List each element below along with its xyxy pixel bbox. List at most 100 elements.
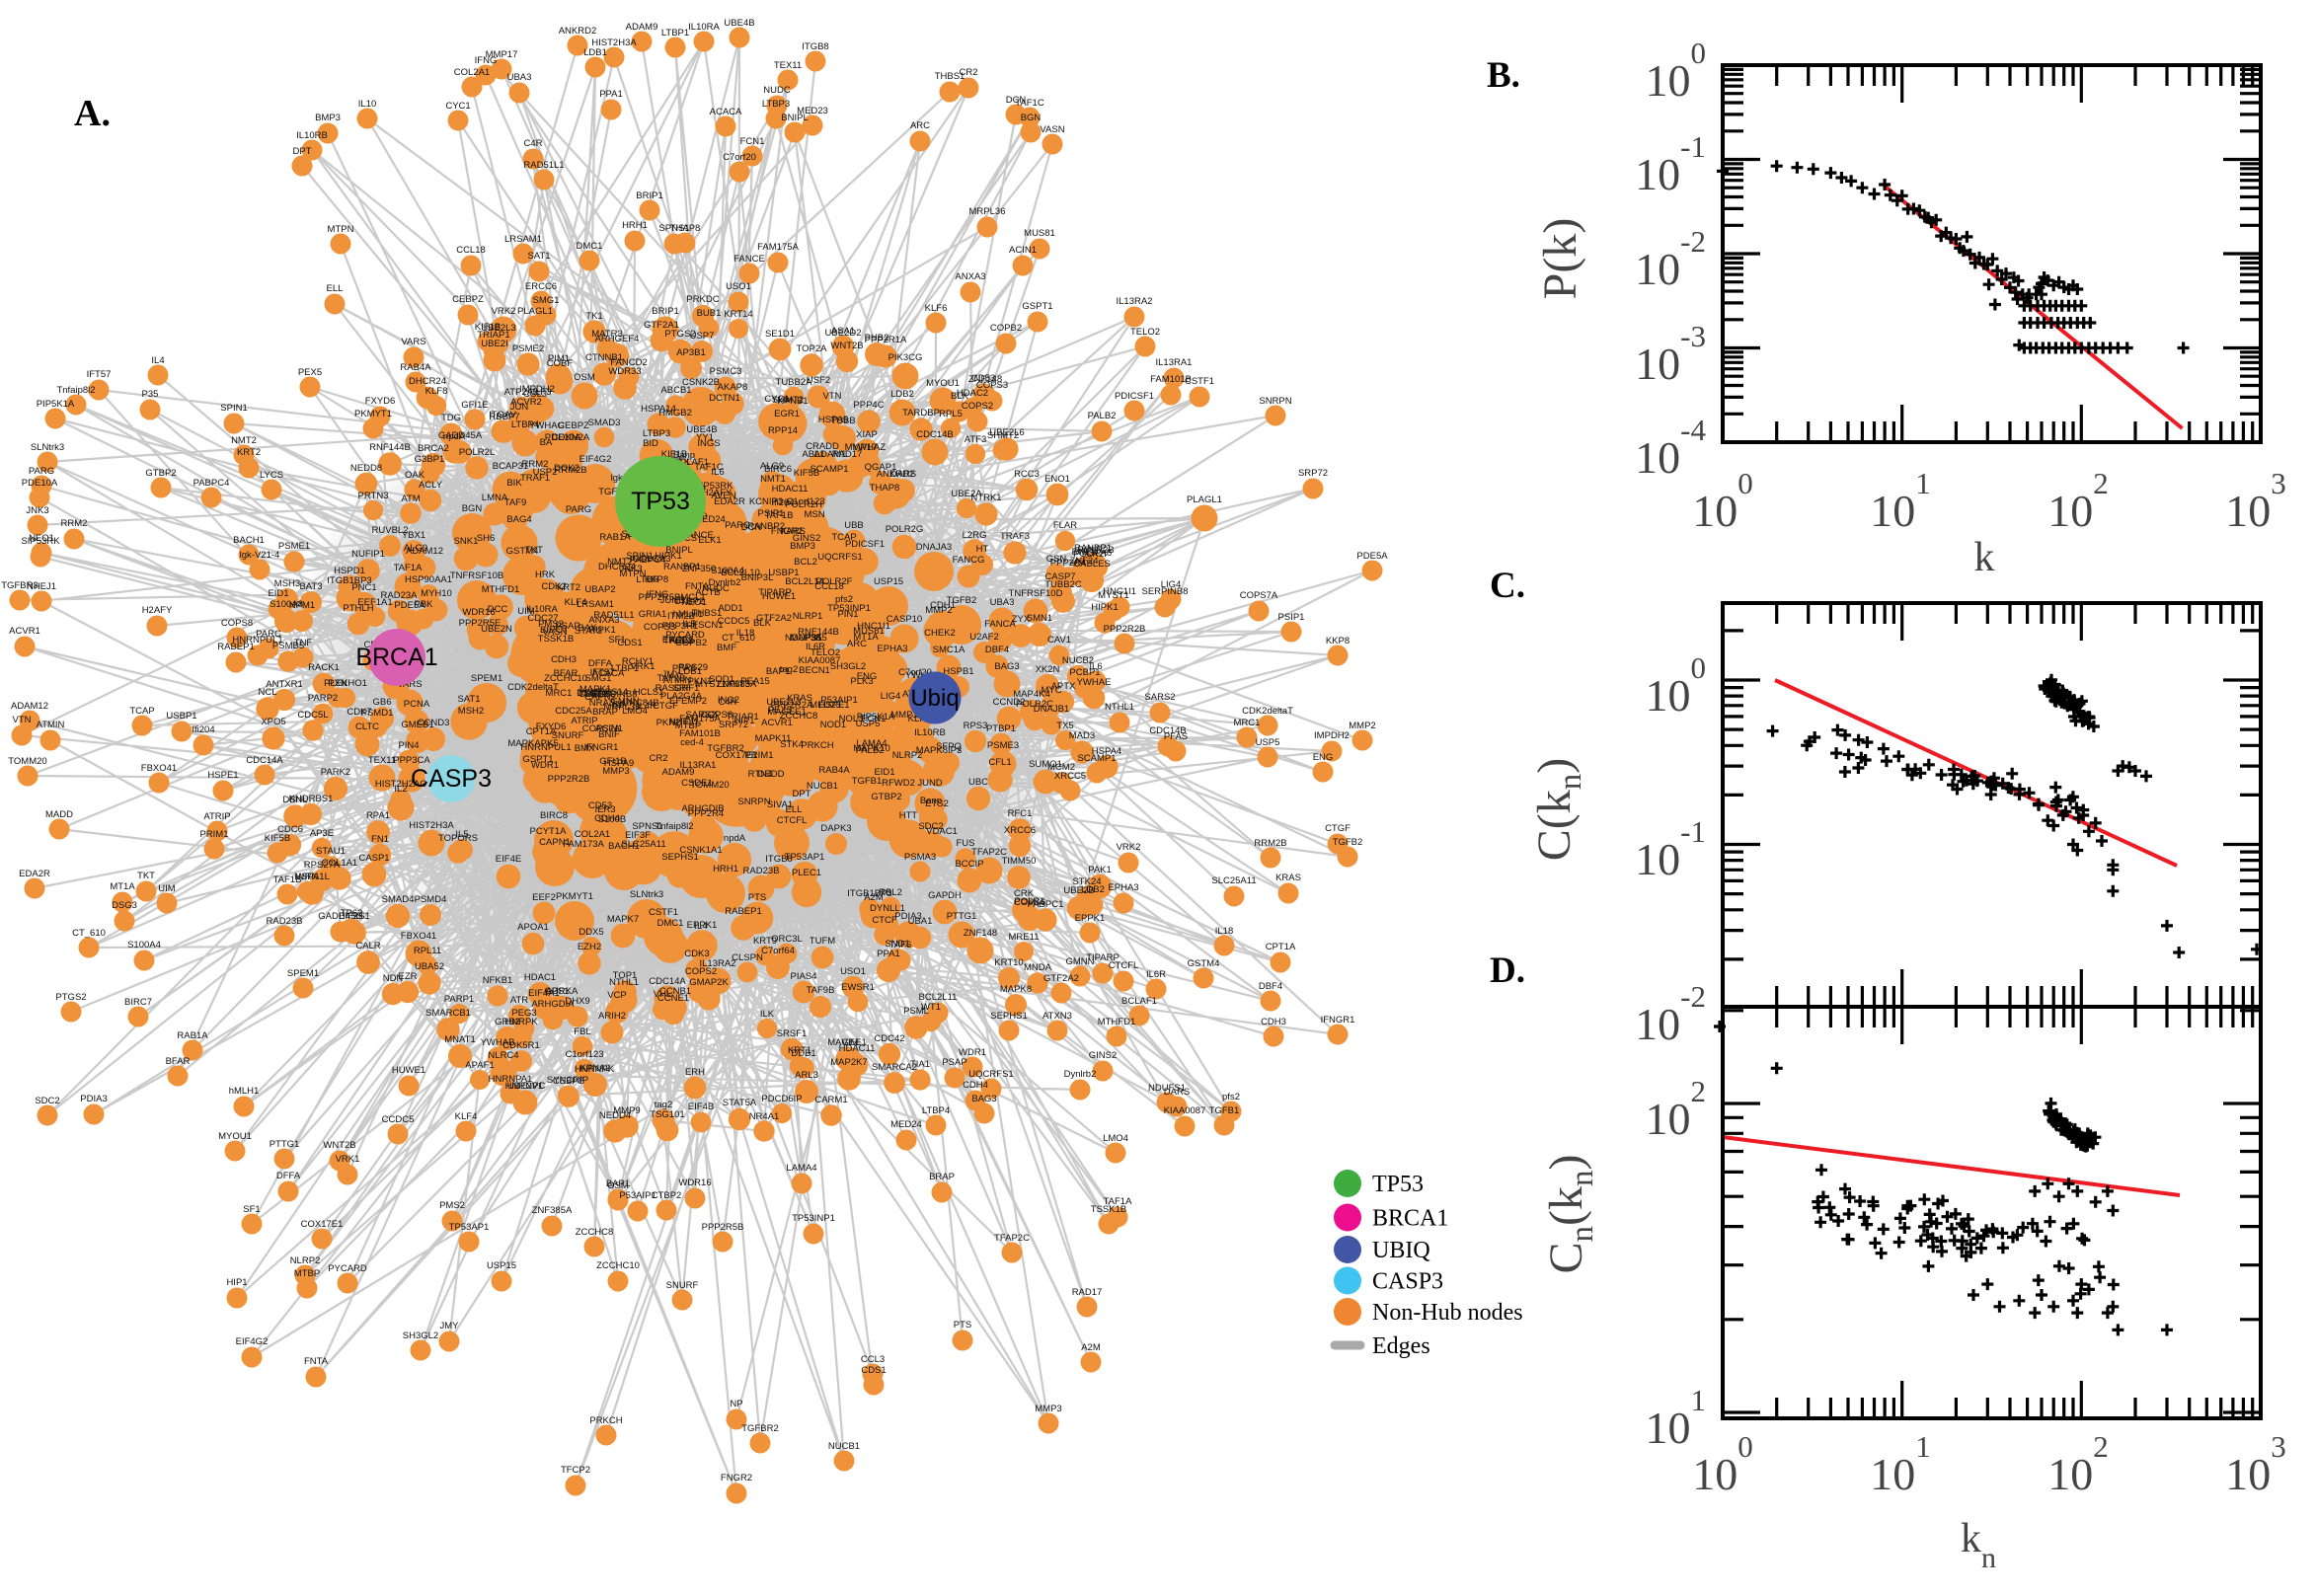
svg-text:COL2A1: COL2A1 [575, 829, 610, 840]
svg-text:MAGEE1: MAGEE1 [767, 707, 807, 718]
svg-text:NUFIP1: NUFIP1 [351, 549, 385, 560]
svg-text:FXYD6: FXYD6 [536, 722, 567, 732]
svg-text:USP2: USP2 [533, 467, 558, 478]
svg-text:RANBP1: RANBP1 [663, 562, 701, 572]
svg-text:NOL3: NOL3 [839, 714, 864, 724]
svg-text:CDH4: CDH4 [963, 1080, 988, 1091]
svg-text:HSPB1: HSPB1 [943, 666, 973, 677]
svg-text:HDAC1: HDAC1 [524, 972, 556, 983]
svg-text:PSMB5: PSMB5 [272, 641, 304, 651]
svg-text:HSPA14: HSPA14 [641, 404, 676, 415]
svg-text:UBE2V1: UBE2V1 [507, 1081, 543, 1092]
svg-text:CR2: CR2 [649, 753, 667, 764]
svg-text:PALB2: PALB2 [856, 745, 885, 756]
svg-text:STK4: STK4 [780, 739, 804, 750]
svg-text:SUMO1: SUMO1 [1029, 759, 1062, 770]
svg-text:SIVA1: SIVA1 [767, 799, 793, 810]
svg-text:RRM2: RRM2 [522, 459, 549, 470]
svg-text:BUB1: BUB1 [697, 308, 722, 319]
svg-text:KLF4: KLF4 [455, 1111, 478, 1122]
svg-text:LTBP3: LTBP3 [762, 99, 790, 110]
svg-text:STAT3: STAT3 [575, 626, 602, 637]
svg-text:KLF4: KLF4 [565, 597, 587, 608]
svg-text:TGFB2: TGFB2 [1333, 837, 1363, 848]
svg-text:FAM175A: FAM175A [757, 242, 799, 253]
svg-text:NUCB2: NUCB2 [1062, 655, 1094, 666]
svg-text:SNRPN: SNRPN [1259, 396, 1291, 407]
svg-text:BECN1: BECN1 [799, 665, 830, 676]
svg-text:PLAGL1: PLAGL1 [1187, 494, 1222, 505]
svg-text:PPP3R1: PPP3R1 [662, 621, 698, 632]
svg-text:SH3GL2: SH3GL2 [403, 1330, 438, 1341]
svg-text:CCND3: CCND3 [418, 718, 450, 728]
svg-text:C1orf123: C1orf123 [565, 1049, 603, 1060]
svg-text:JUNB: JUNB [660, 595, 685, 606]
svg-text:Banp: Banp [673, 450, 695, 461]
svg-text:PIM1: PIM1 [548, 353, 570, 364]
svg-text:C7orf20: C7orf20 [723, 152, 756, 163]
svg-text:PLEKHO1: PLEKHO1 [324, 678, 367, 689]
svg-text:DDX5: DDX5 [579, 927, 603, 938]
svg-text:ARHGDIA: ARHGDIA [531, 999, 575, 1010]
svg-text:GTF2A2: GTF2A2 [1043, 973, 1079, 984]
svg-text:KRAS: KRAS [787, 693, 812, 704]
svg-text:YWHAG: YWHAG [529, 420, 565, 431]
svg-text:CCL3: CCL3 [861, 1354, 885, 1365]
svg-text:PTTG1: PTTG1 [270, 1139, 300, 1150]
svg-text:XK2N: XK2N [1036, 664, 1060, 675]
svg-text:GSPT1: GSPT1 [522, 754, 553, 765]
svg-text:COPS8: COPS8 [701, 710, 733, 721]
svg-text:ADAM1: ADAM1 [814, 449, 847, 460]
svg-text:TELO2: TELO2 [1130, 327, 1160, 338]
svg-text:ATXN3: ATXN3 [1042, 1011, 1072, 1022]
svg-text:BAP1: BAP1 [766, 666, 790, 677]
svg-text:NTHL1: NTHL1 [609, 977, 639, 988]
svg-text:BAX: BAX [578, 623, 597, 634]
svg-text:PIN1: PIN1 [837, 609, 858, 620]
svg-text:PPP2R2B: PPP2R2B [548, 774, 590, 785]
svg-text:PPP2R5B: PPP2R5B [702, 1222, 744, 1233]
svg-text:PCBP1: PCBP1 [1069, 667, 1100, 678]
svg-text:UBE4B: UBE4B [724, 18, 754, 29]
svg-text:IL18: IL18 [1215, 926, 1234, 937]
svg-text:XRCC6: XRCC6 [1004, 825, 1036, 836]
svg-text:BLK: BLK [753, 618, 772, 629]
svg-text:SRP72: SRP72 [719, 720, 748, 730]
svg-text:TIA1: TIA1 [910, 1059, 930, 1070]
svg-text:TRAF1: TRAF1 [520, 473, 550, 484]
svg-text:TOP1: TOP1 [613, 970, 638, 981]
svg-text:C(kn): C(kn) [1528, 758, 1588, 861]
svg-text:XPO5: XPO5 [261, 717, 285, 727]
svg-text:CDH4: CDH4 [594, 813, 620, 824]
svg-text:BCL2L10: BCL2L10 [721, 568, 760, 578]
svg-text:CDH1: CDH1 [930, 600, 956, 611]
svg-text:TAF9B: TAF9B [657, 673, 686, 684]
svg-text:ACVR2: ACVR2 [510, 397, 542, 408]
svg-text:UBA3: UBA3 [507, 72, 532, 83]
svg-text:PFAS: PFAS [672, 663, 696, 674]
svg-text:PKN2: PKN2 [656, 718, 681, 728]
svg-text:HIP1: HIP1 [733, 716, 754, 726]
svg-text:TAF1B: TAF1B [765, 510, 794, 521]
svg-text:MTPN: MTPN [328, 224, 354, 235]
svg-text:SRF: SRF [673, 683, 692, 694]
svg-text:TAF1A: TAF1A [1104, 1196, 1133, 1207]
svg-text:BCAP31: BCAP31 [493, 461, 528, 472]
svg-text:HSPD1: HSPD1 [334, 566, 365, 576]
svg-text:Ifi204: Ifi204 [771, 497, 794, 508]
svg-text:IL5: IL5 [682, 619, 695, 630]
svg-text:BLK: BLK [951, 391, 969, 402]
svg-text:TRIAP1: TRIAP1 [726, 712, 758, 722]
svg-text:TOPORS: TOPORS [438, 833, 478, 844]
svg-text:CT_610: CT_610 [72, 928, 106, 939]
svg-text:TAF1C: TAF1C [694, 462, 724, 473]
svg-text:CDC42: CDC42 [874, 1033, 904, 1044]
svg-text:IL10RB: IL10RB [296, 130, 328, 141]
svg-text:PABPC4: PABPC4 [193, 478, 230, 489]
svg-text:NHEJ1: NHEJ1 [669, 717, 699, 727]
svg-text:IL4: IL4 [151, 355, 164, 366]
svg-text:VIM: VIM [842, 1037, 859, 1048]
svg-text:CEBPB: CEBPB [553, 1076, 584, 1087]
svg-text:FANCE: FANCE [733, 254, 765, 265]
svg-text:UBAP2: UBAP2 [584, 584, 615, 595]
